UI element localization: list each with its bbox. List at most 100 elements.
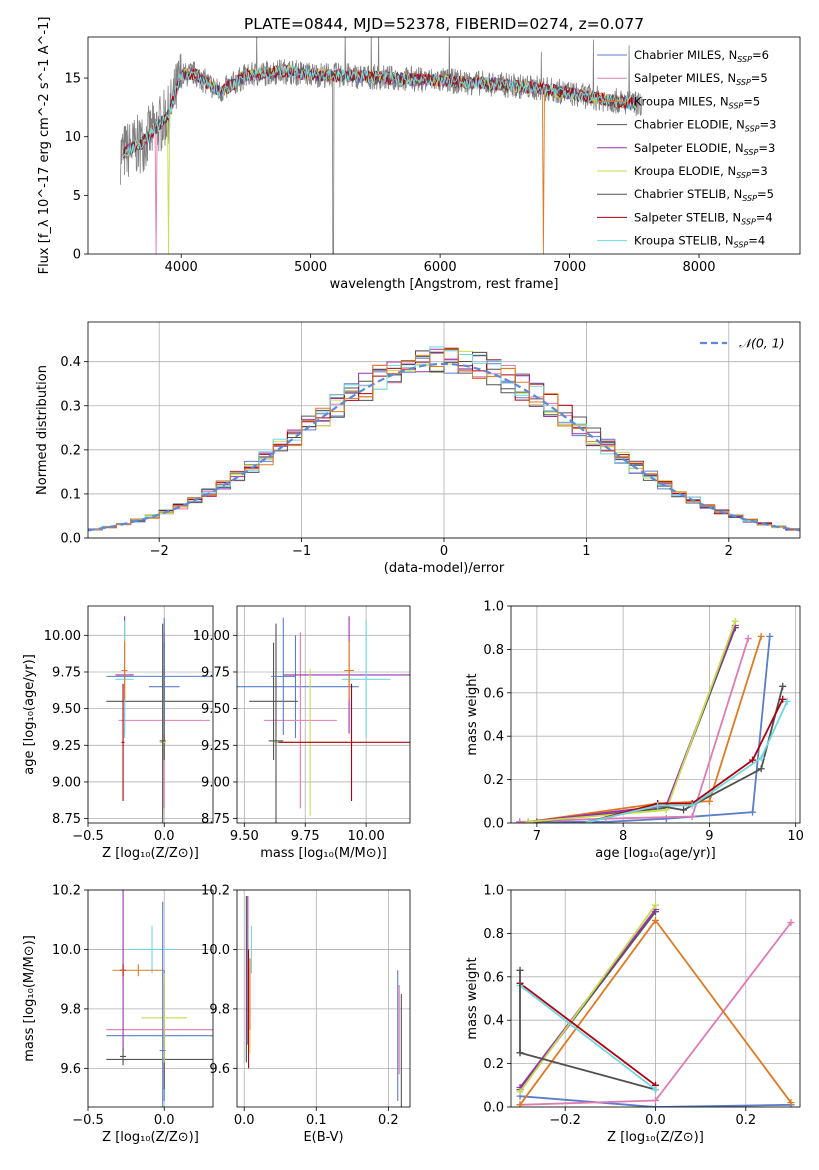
x-axis-label: (data-model)/error xyxy=(384,561,505,576)
y-tick-label: 0.3 xyxy=(60,399,81,414)
y-tick-label: 0.6 xyxy=(483,970,504,985)
y-tick-label: 0.6 xyxy=(483,686,504,701)
y-tick-label: 9.75 xyxy=(201,665,230,680)
weight-series xyxy=(528,620,737,823)
weight-marker xyxy=(652,1096,659,1104)
y-axis-label: Flux [f_λ 10^-17 erg cm^-2 s^-1 A^-1] xyxy=(37,17,52,275)
weight-marker xyxy=(516,1101,524,1107)
x-tick-label: 0.2 xyxy=(735,1113,756,1128)
weight-marker xyxy=(652,1103,659,1107)
y-axis-label: age [log₁₀(age/yr)] xyxy=(22,654,37,775)
residual-histogram xyxy=(88,348,800,530)
y-tick-label: 0.8 xyxy=(483,643,504,658)
axes-frame xyxy=(87,605,214,824)
weight-marker xyxy=(749,808,757,816)
weight-marker xyxy=(524,818,532,823)
legend-label: Salpeter MILES, NSSP=5 xyxy=(634,71,768,87)
x-tick-label: 0.0 xyxy=(645,1113,666,1128)
x-tick-label: −1 xyxy=(292,544,311,559)
y-tick-label: 9.75 xyxy=(52,665,81,680)
x-tick-label: 2 xyxy=(725,544,733,559)
y-tick-label: 5 xyxy=(73,189,81,204)
legend-label: Kroupa ELODIE, NSSP=3 xyxy=(634,164,768,180)
weight-marker xyxy=(516,1049,524,1057)
y-tick-label: 9.8 xyxy=(60,1002,81,1017)
y-tick-label: 10 xyxy=(64,130,81,145)
weight-marker xyxy=(779,695,787,703)
x-axis-label: age [log₁₀(age/yr)] xyxy=(595,846,716,861)
y-tick-label: 9.6 xyxy=(209,1062,230,1077)
y-tick-label: 0.2 xyxy=(60,443,81,458)
residuals-panel: −2 −1 0 1 2 0.0 0.1 0.2 0.3 0.4 (data-model)/error… xyxy=(35,321,801,576)
y-tick-label: 10.00 xyxy=(44,629,81,644)
y-axis-label: mass weight xyxy=(465,957,480,1039)
errorbars xyxy=(106,890,213,1107)
y-axis-label: mass weight xyxy=(465,673,480,755)
x-tick-label: 10.00 xyxy=(348,829,385,844)
weight-marker xyxy=(757,632,765,640)
y-tick-label: 9.50 xyxy=(52,702,81,717)
weight-marker xyxy=(652,916,659,924)
x-tick-label: 0.0 xyxy=(154,1113,175,1128)
weight-series xyxy=(519,1051,656,1091)
weight-marker xyxy=(680,806,688,814)
age-vs-mass-panel: 9.50 9.75 10.00 8.75 9.00 9.25 9.50 9.75 10.00 ma… xyxy=(193,605,411,861)
y-tick-label: 10.0 xyxy=(201,943,230,958)
spectrum-lines xyxy=(120,37,643,254)
weight-series xyxy=(519,638,750,823)
y-tick-label: 0.1 xyxy=(60,487,81,502)
y-tick-label: 9.00 xyxy=(52,775,81,790)
x-tick-label: −0.5 xyxy=(72,1113,104,1128)
x-tick-label: 0 xyxy=(440,544,448,559)
legend-label: Kroupa MILES, NSSP=5 xyxy=(634,94,760,110)
legend-label: Salpeter ELODIE, NSSP=3 xyxy=(634,141,775,157)
x-tick-label: 4000 xyxy=(165,260,198,275)
y-tick-label: 0.0 xyxy=(60,532,81,547)
legend-label: Chabrier ELODIE, NSSP=3 xyxy=(634,118,776,134)
legend-label: Salpeter STELIB, NSSP=4 xyxy=(634,210,773,226)
errorbars xyxy=(106,616,213,823)
weight-marker xyxy=(516,818,524,823)
weight-marker xyxy=(585,818,593,823)
weight-series xyxy=(519,982,657,1087)
x-tick-label: 6000 xyxy=(424,260,457,275)
weight-marker xyxy=(783,697,791,705)
weight-series xyxy=(519,1095,792,1107)
x-tick-label: 5000 xyxy=(294,260,327,275)
weight-series xyxy=(528,636,763,823)
y-tick-label: 8.75 xyxy=(52,812,81,827)
weight-marker xyxy=(688,802,696,810)
x-tick-label: 0.2 xyxy=(378,1113,399,1128)
figure-title: PLATE=0844, MJD=52378, FIBERID=0274, z=0… xyxy=(244,15,644,33)
x-tick-label: 0.0 xyxy=(154,829,175,844)
residual-histogram xyxy=(88,350,800,531)
y-axis-label: mass [log₁₀(M/M⊙)] xyxy=(22,935,37,1062)
mass-weight-vs-age-panel: 7 8 9 10 0.0 0.2 0.4 0.6 0.8 1.0 age [log₁₀(age/yr… xyxy=(465,600,804,862)
spectrum-panel: 4000 5000 6000 7000 8000 0 5 10 15 wavelength [An… xyxy=(37,17,801,292)
spectrum-legend: Chabrier MILES, NSSP=6 Salpeter MILES, NS… xyxy=(597,48,776,250)
y-tick-label: 0.0 xyxy=(483,817,504,832)
y-axis-label: Normed distribution xyxy=(35,365,50,495)
gaussian-legend-label: 𝒩(0, 1) xyxy=(739,336,785,351)
x-tick-label: 7000 xyxy=(553,260,586,275)
x-axis-label: mass [log₁₀(M/M⊙)] xyxy=(260,846,387,861)
x-tick-label: −0.5 xyxy=(72,829,104,844)
weight-marker xyxy=(779,682,787,690)
x-tick-label: 8000 xyxy=(682,260,715,275)
mass-vs-metallicity-panel: −0.5 0.0 9.6 9.8 10.0 10.2 Z [log₁₀(Z/Z⊙)] mass… xyxy=(22,884,214,1145)
weight-marker xyxy=(688,812,696,820)
axes-frame xyxy=(87,889,214,1108)
y-tick-label: 9.25 xyxy=(52,739,81,754)
legend-label: Chabrier MILES, NSSP=6 xyxy=(634,48,769,64)
x-tick-label: 7 xyxy=(533,829,541,844)
weight-lines xyxy=(516,617,791,823)
y-tick-label: 1.0 xyxy=(483,600,504,615)
legend-label: Chabrier STELIB, NSSP=5 xyxy=(634,187,774,203)
x-axis-label: Z [log₁₀(Z/Z⊙)] xyxy=(607,1130,704,1145)
weight-marker xyxy=(516,1088,524,1096)
y-tick-label: 0.4 xyxy=(60,355,81,370)
weight-series xyxy=(528,625,737,823)
x-tick-label: −2 xyxy=(150,544,169,559)
y-tick-label: 0 xyxy=(73,248,81,263)
